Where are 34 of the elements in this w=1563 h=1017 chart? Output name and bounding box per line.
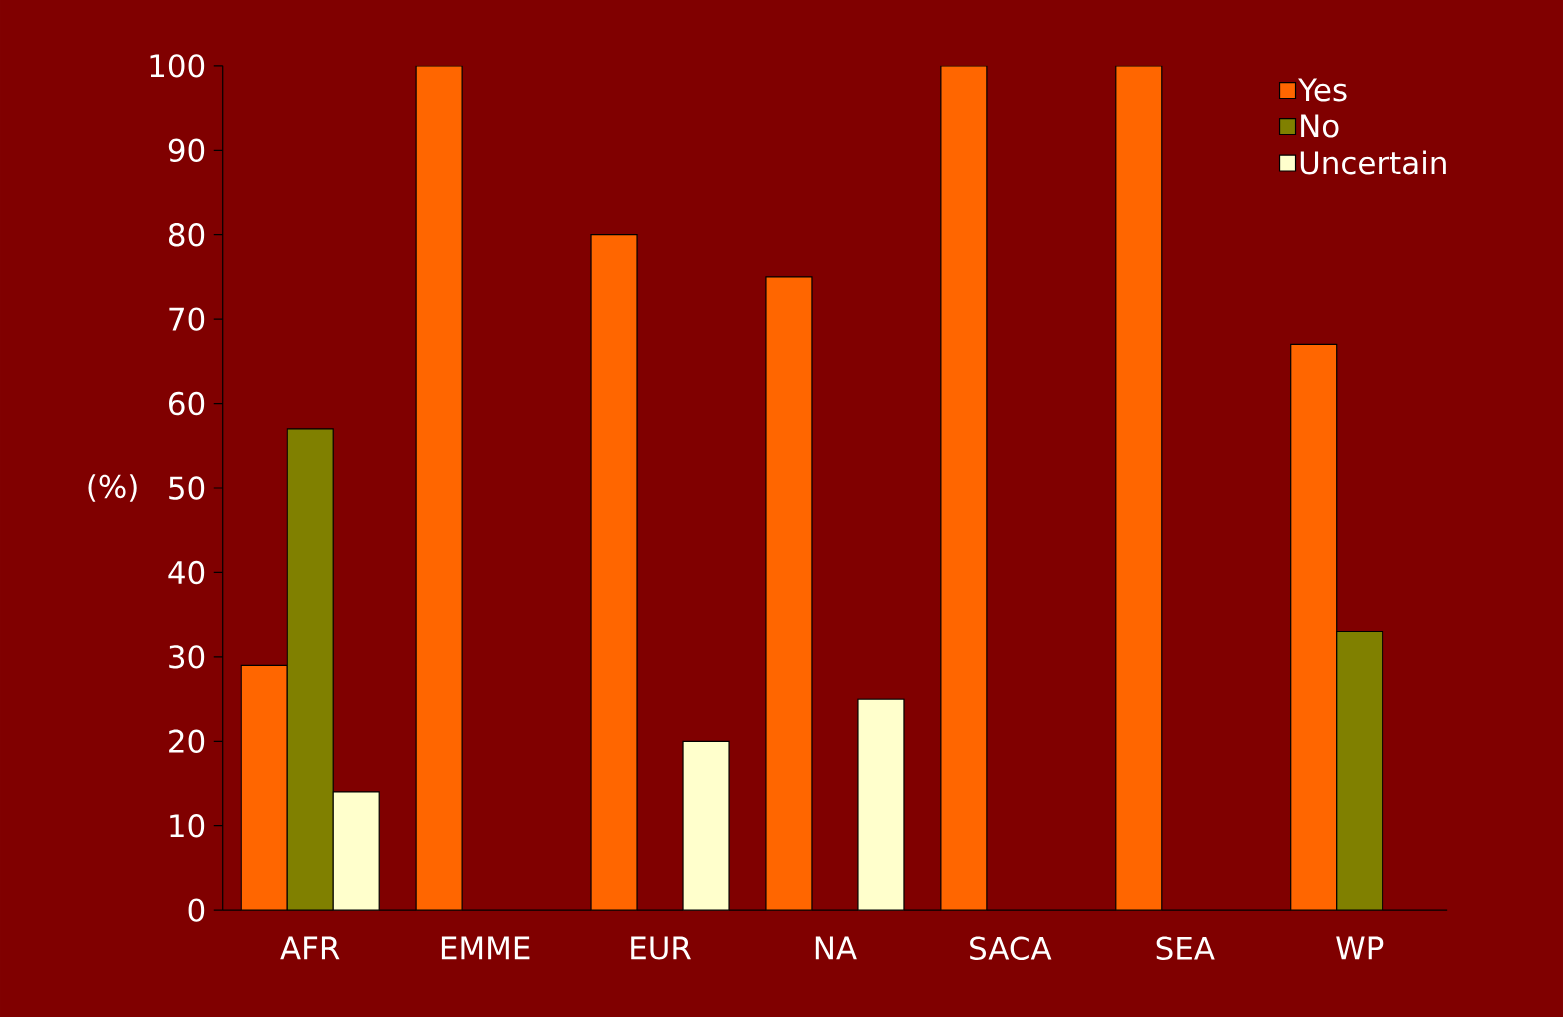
y-tick-label: 70: [169, 307, 205, 331]
legend-label: Uncertain: [1300, 150, 1446, 175]
y-tick-label: 50: [169, 476, 205, 500]
x-tick-label: WP: [1336, 936, 1384, 960]
x-tick-label: SEA: [1156, 936, 1215, 961]
y-tick-label: 0: [188, 898, 205, 922]
legend-label: Yes: [1298, 78, 1347, 102]
x-tick-label: SACA: [970, 936, 1052, 961]
y-tick-label: 40: [168, 560, 205, 585]
y-tick-label: 90: [168, 138, 205, 163]
y-tick-label: 30: [169, 645, 205, 669]
bar: [1115, 65, 1162, 911]
bar: [333, 791, 380, 911]
y-axis-title: (%): [88, 474, 137, 502]
y-tick-label: 20: [169, 729, 205, 754]
x-tick-label: EUR: [631, 936, 691, 960]
x-tick-label: AFR: [280, 936, 340, 960]
x-tick-label: NA: [815, 936, 857, 960]
y-tick-label: 10: [170, 814, 205, 838]
bar: [683, 741, 730, 911]
bar: [765, 276, 812, 911]
bar: [241, 665, 288, 911]
y-tick-label: 60: [169, 391, 205, 416]
bar: [591, 234, 638, 911]
bar: [1290, 343, 1338, 911]
bar: [1336, 630, 1384, 911]
legend-label: No: [1301, 114, 1339, 138]
bar: [857, 698, 905, 911]
x-tick-label: EMME: [441, 936, 530, 960]
y-tick-label: 80: [168, 223, 205, 247]
bar: [287, 428, 334, 911]
bar: [416, 65, 463, 911]
y-tick-label: 100: [150, 54, 205, 78]
bar: [940, 65, 987, 911]
